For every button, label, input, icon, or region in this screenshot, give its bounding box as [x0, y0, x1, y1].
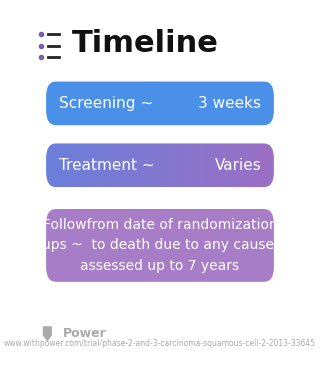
Text: 3 weeks: 3 weeks	[198, 96, 261, 111]
Text: www.withpower.com/trial/phase-2-and-3-carcinoma-squamous-cell-2-2013-33645: www.withpower.com/trial/phase-2-and-3-ca…	[4, 338, 316, 348]
Text: Timeline: Timeline	[71, 29, 218, 58]
Text: Varies: Varies	[214, 158, 261, 173]
Text: Treatment ~: Treatment ~	[59, 158, 154, 173]
Text: Followfrom date of randomization
ups ~  to death due to any cause,
assessed up t: Followfrom date of randomization ups ~ t…	[42, 218, 278, 273]
Polygon shape	[43, 326, 52, 342]
Text: Screening ~: Screening ~	[59, 96, 153, 111]
FancyBboxPatch shape	[46, 81, 274, 125]
FancyBboxPatch shape	[46, 209, 274, 282]
Text: Power: Power	[62, 327, 106, 340]
